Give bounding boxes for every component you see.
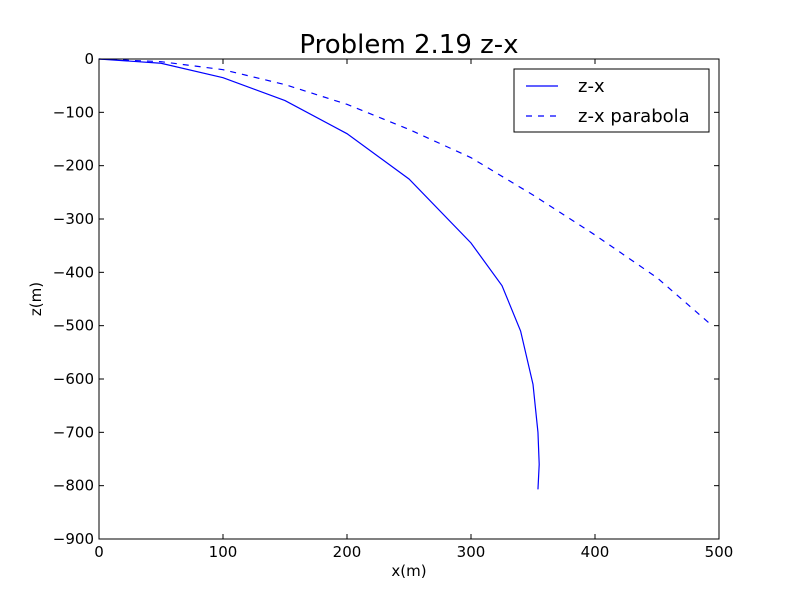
legend-box [513, 68, 710, 133]
x-tick-label: 100 [209, 543, 238, 561]
legend: z-x z-x parabola [513, 68, 710, 133]
x-tick-label: 0 [94, 543, 104, 561]
y-tick-label: −100 [53, 103, 94, 121]
series-line-z-x [98, 58, 540, 490]
series-layer [98, 58, 710, 490]
x-axis-label: x(m) [391, 562, 426, 580]
x-tick-label: 200 [333, 543, 362, 561]
x-tick-label: 500 [705, 543, 734, 561]
y-tick-label: −200 [53, 157, 94, 175]
chart-title: Problem 2.19 z-x [299, 30, 518, 60]
y-tick-label: −800 [53, 477, 94, 495]
x-tick-label: 400 [581, 543, 610, 561]
legend-label-z-x-parabola: z-x parabola [578, 106, 690, 127]
y-axis-label: z(m) [27, 282, 45, 316]
x-tick-label: 300 [457, 543, 486, 561]
plot-frame [98, 58, 720, 540]
legend-label-z-x: z-x [578, 76, 605, 97]
y-tick-label: −900 [53, 530, 94, 548]
y-tick-label: −300 [53, 210, 94, 228]
y-tick-label: −700 [53, 423, 94, 441]
y-tick-label: −500 [53, 317, 94, 335]
y-tick-label: −600 [53, 370, 94, 388]
plot-area [99, 59, 719, 539]
y-tick-label: −400 [53, 263, 94, 281]
y-tick-label: 0 [84, 50, 94, 68]
ticks-layer: 0 100 200 300 400 500 0 −100 −200 −300 −400 −500 −60… [53, 50, 734, 561]
